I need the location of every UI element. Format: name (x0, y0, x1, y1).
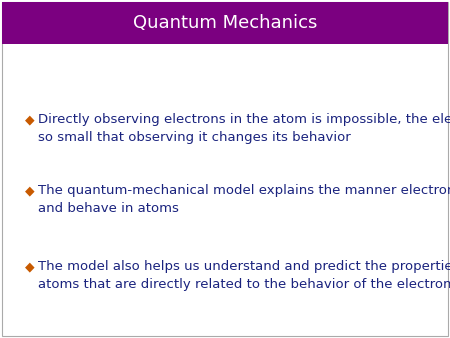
Text: The quantum-mechanical model explains the manner electrons exist
and behave in a: The quantum-mechanical model explains th… (38, 184, 450, 215)
Text: Quantum Mechanics: Quantum Mechanics (133, 14, 317, 32)
Text: The model also helps us understand and predict the properties of
atoms that are : The model also helps us understand and p… (38, 260, 450, 291)
Text: Directly observing electrons in the atom is impossible, the electron is
so small: Directly observing electrons in the atom… (38, 113, 450, 144)
Bar (2, 2, 448, 44)
Text: ◆: ◆ (25, 184, 34, 197)
Text: ◆: ◆ (25, 113, 34, 126)
Text: ◆: ◆ (25, 260, 34, 273)
